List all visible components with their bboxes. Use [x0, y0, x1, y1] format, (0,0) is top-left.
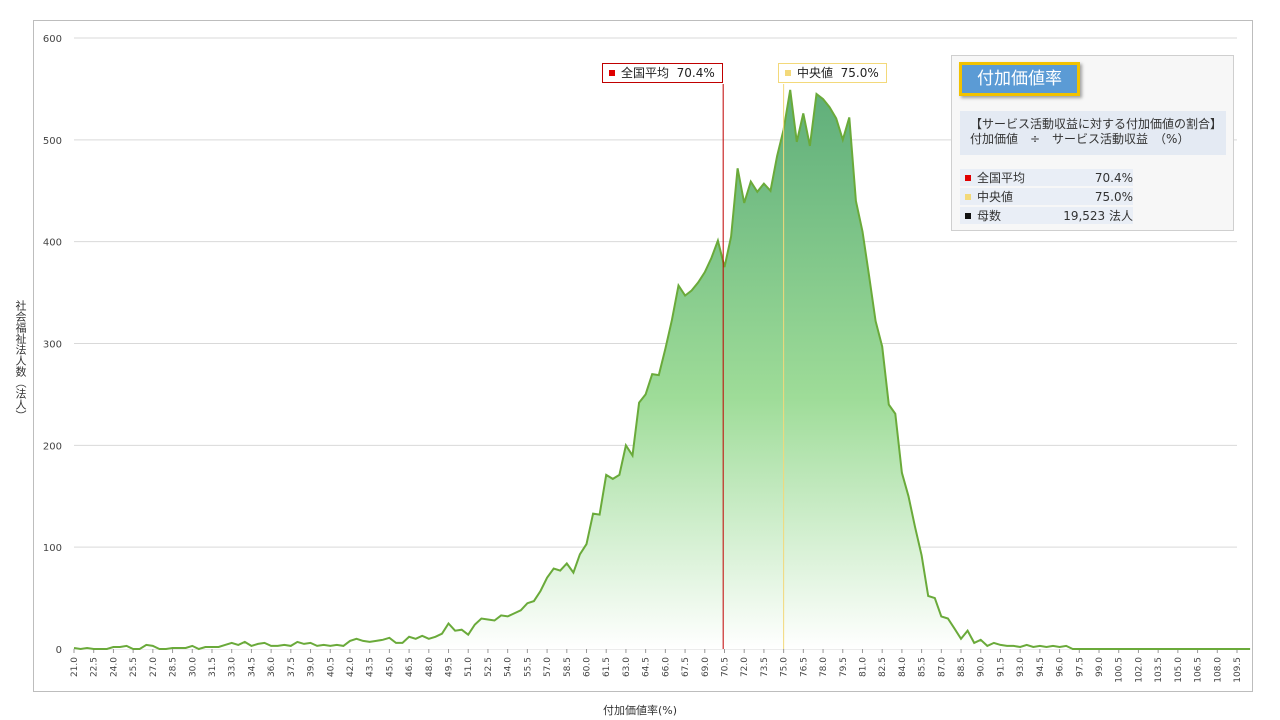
mean-marker-label: 全国平均 70.4% — [602, 63, 723, 83]
info-desc-line2: 付加価値 ÷ サービス活動収益 （%） — [970, 132, 1190, 146]
x-tick-label: 60.0 — [583, 657, 593, 677]
x-tick-label: 73.5 — [760, 657, 770, 677]
stats-median-value: 75.0% — [1037, 188, 1133, 205]
x-tick-label: 22.5 — [90, 657, 100, 677]
median-value-text: 75.0% — [840, 66, 879, 80]
x-tick-label: 66.0 — [661, 657, 671, 677]
x-tick-label: 51.0 — [464, 657, 474, 677]
distribution-line — [73, 89, 1251, 651]
x-tick-label: 27.0 — [149, 657, 159, 677]
x-tick-label: 34.5 — [247, 657, 257, 677]
y-tick-label: 200 — [43, 441, 62, 452]
x-tick-label: 82.5 — [878, 657, 888, 677]
x-tick-label: 90.0 — [977, 657, 987, 677]
x-tick-label: 21.0 — [70, 657, 80, 677]
x-axis-label: 付加価値率(%) — [602, 704, 678, 717]
info-title: 付加価値率 — [959, 62, 1080, 96]
stats-count-value: 19,523 法人 — [1037, 207, 1133, 224]
x-tick-label: 57.0 — [543, 657, 553, 677]
x-tick-label: 24.0 — [109, 657, 119, 677]
info-panel: 付加価値率 【サービス活動収益に対する付加価値の割合】 付加価値 ÷ サービス活… — [951, 55, 1234, 231]
x-tick-label: 99.0 — [1095, 657, 1105, 677]
x-tick-label: 55.5 — [523, 657, 533, 677]
x-tick-label: 42.0 — [346, 657, 356, 677]
x-tick-label: 37.5 — [287, 657, 297, 677]
x-tick-label: 78.0 — [819, 657, 829, 677]
x-tick-label: 64.5 — [642, 657, 652, 677]
x-tick-label: 91.5 — [996, 657, 1006, 677]
y-tick-label: 400 — [43, 238, 62, 249]
x-tick-label: 96.0 — [1056, 657, 1066, 677]
x-tick-label: 54.0 — [504, 657, 514, 677]
x-tick-label: 61.5 — [602, 657, 612, 677]
mean-swatch — [609, 70, 615, 76]
info-desc-line1: 【サービス活動収益に対する付加価値の割合】 — [970, 117, 1223, 131]
y-tick-label: 500 — [43, 136, 62, 147]
x-tick-label: 81.0 — [858, 657, 868, 677]
stats-count-label: 母数 — [977, 209, 1002, 223]
y-tick-label: 100 — [43, 543, 62, 554]
x-tick-label: 25.5 — [129, 657, 139, 677]
y-tick-label: 300 — [43, 340, 62, 351]
stats-row-count: 母数 19,523 法人 — [960, 207, 1133, 224]
x-tick-label: 69.0 — [701, 657, 711, 677]
median-marker-label: 中央値 75.0% — [778, 63, 887, 83]
x-tick-label: 48.0 — [425, 657, 435, 677]
x-tick-label: 72.0 — [740, 657, 750, 677]
stats-row-median: 中央値 75.0% — [960, 188, 1133, 205]
stats-count-swatch — [965, 213, 971, 219]
x-tick-label: 39.0 — [307, 657, 317, 677]
x-tick-label: 100.5 — [1115, 657, 1125, 683]
x-tick-label: 97.5 — [1075, 657, 1085, 677]
x-tick-label: 63.0 — [622, 657, 632, 677]
y-tick-label: 0 — [56, 645, 62, 656]
median-swatch — [785, 70, 791, 76]
info-description: 【サービス活動収益に対する付加価値の割合】 付加価値 ÷ サービス活動収益 （%… — [960, 111, 1226, 155]
stats-mean-label: 全国平均 — [977, 171, 1026, 185]
stats-row-mean: 全国平均 70.4% — [960, 169, 1133, 186]
mean-label-text: 全国平均 — [621, 66, 670, 80]
mean-value-text: 70.4% — [676, 66, 715, 80]
stats-median-swatch — [965, 194, 971, 200]
x-tick-label: 52.5 — [484, 657, 494, 677]
x-tick-label: 45.0 — [385, 657, 395, 677]
x-tick-label: 58.5 — [563, 657, 573, 677]
x-tick-label: 93.0 — [1016, 657, 1026, 677]
x-tick-label: 70.5 — [720, 657, 730, 677]
x-tick-label: 79.5 — [839, 657, 849, 677]
stats-median-label: 中央値 — [977, 190, 1014, 204]
x-tick-label: 46.5 — [405, 657, 415, 677]
x-tick-label: 30.0 — [188, 657, 198, 677]
x-tick-label: 85.5 — [918, 657, 928, 677]
x-tick-label: 28.5 — [169, 657, 179, 677]
median-label-text: 中央値 — [797, 66, 834, 80]
x-tick-label: 33.0 — [228, 657, 238, 677]
x-tick-label: 75.0 — [780, 657, 790, 677]
x-tick-label: 84.0 — [898, 657, 908, 677]
x-tick-label: 43.5 — [366, 657, 376, 677]
stats-mean-value: 70.4% — [1037, 169, 1133, 186]
distribution-area — [74, 89, 1251, 649]
info-stats-table: 全国平均 70.4% 中央値 75.0% 母数 19,523 法人 — [960, 167, 1133, 226]
x-tick-label: 105.0 — [1174, 657, 1184, 683]
y-axis-label: 社会福祉法人数（法人） — [14, 300, 27, 421]
x-tick-label: 102.0 — [1134, 657, 1144, 683]
x-tick-label: 36.0 — [267, 657, 277, 677]
x-tick-label: 88.5 — [957, 657, 967, 677]
x-tick-label: 87.0 — [937, 657, 947, 677]
stats-mean-swatch — [965, 175, 971, 181]
x-tick-label: 94.5 — [1036, 657, 1046, 677]
x-tick-label: 40.5 — [326, 657, 336, 677]
x-tick-label: 106.5 — [1194, 657, 1204, 683]
x-tick-label: 67.5 — [681, 657, 691, 677]
x-tick-label: 103.5 — [1154, 657, 1164, 683]
y-tick-label: 600 — [43, 34, 62, 45]
x-tick-label: 76.5 — [799, 657, 809, 677]
x-tick-label: 109.5 — [1233, 657, 1243, 683]
x-tick-label: 31.5 — [208, 657, 218, 677]
x-tick-label: 49.5 — [445, 657, 455, 677]
x-tick-label: 108.0 — [1213, 657, 1223, 683]
